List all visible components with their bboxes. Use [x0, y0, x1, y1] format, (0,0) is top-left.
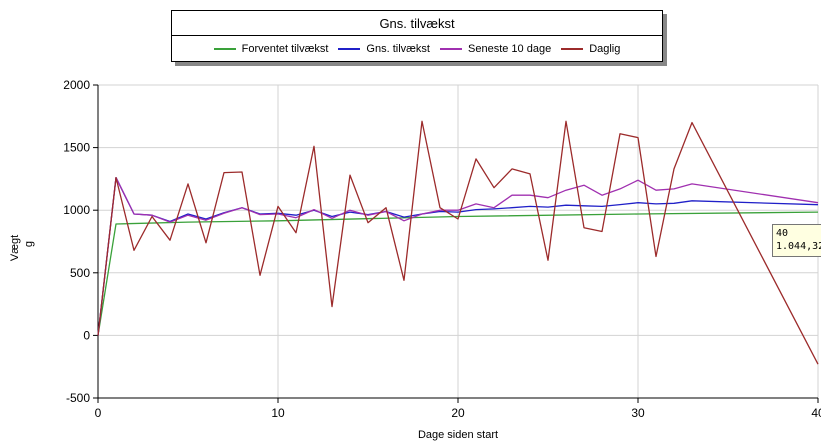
grid-lines — [97, 84, 819, 399]
legend-item-gns[interactable]: Gns. tilvækst — [338, 43, 430, 55]
legend-item-seneste[interactable]: Seneste 10 dage — [440, 43, 551, 55]
y-tick-label: -500 — [66, 391, 90, 405]
x-tick-label: 20 — [451, 406, 465, 420]
legend-label-gns: Gns. tilvækst — [366, 43, 430, 55]
series-lines — [97, 120, 819, 365]
y-tick-label: 0 — [83, 328, 90, 342]
y-tick-label: 1000 — [63, 203, 90, 217]
hover-tooltip: 40 1.044,32 — [772, 224, 821, 257]
legend-items: Forventet tilvækst Gns. tilvækst Seneste… — [172, 37, 662, 61]
y-tick-label: 1500 — [63, 141, 90, 155]
y-tick-label: 500 — [70, 266, 90, 280]
tooltip-y-value: 1.044,32 — [776, 241, 821, 252]
legend-label-daglig: Daglig — [589, 43, 621, 55]
series-line-seneste[interactable] — [97, 176, 819, 336]
y-axis-title: Vægt — [9, 235, 21, 261]
x-tick-label: 30 — [631, 406, 645, 420]
legend-swatch-seneste — [440, 48, 462, 50]
legend-swatch-forventet — [213, 48, 236, 50]
legend-swatch-daglig — [561, 48, 584, 50]
legend-swatch-gns — [338, 48, 361, 50]
legend: Gns. tilvækst Forventet tilvækst Gns. ti… — [171, 10, 663, 62]
y-tick-label: 2000 — [63, 78, 90, 92]
series-line-gns[interactable] — [97, 176, 819, 336]
legend-label-forventet: Forventet tilvækst — [241, 43, 329, 55]
axes: -500 0 500 1000 1500 2000 0 10 20 30 40 — [63, 78, 821, 420]
series-line-daglig[interactable] — [97, 120, 819, 365]
legend-label-seneste: Seneste 10 dage — [468, 43, 552, 55]
x-tick-label: 0 — [95, 406, 102, 420]
x-axis-title: Dage siden start — [418, 429, 498, 441]
series-line-forventet[interactable] — [97, 211, 819, 336]
chart-title: Gns. tilvækst — [172, 13, 662, 36]
tooltip-x-value: 40 — [776, 228, 789, 239]
x-tick-label: 10 — [271, 406, 285, 420]
legend-item-forventet[interactable]: Forventet tilvækst — [213, 43, 329, 55]
y-axis-unit: g — [23, 241, 35, 247]
x-tick-label: 40 — [811, 406, 821, 420]
legend-item-daglig[interactable]: Daglig — [561, 43, 620, 55]
